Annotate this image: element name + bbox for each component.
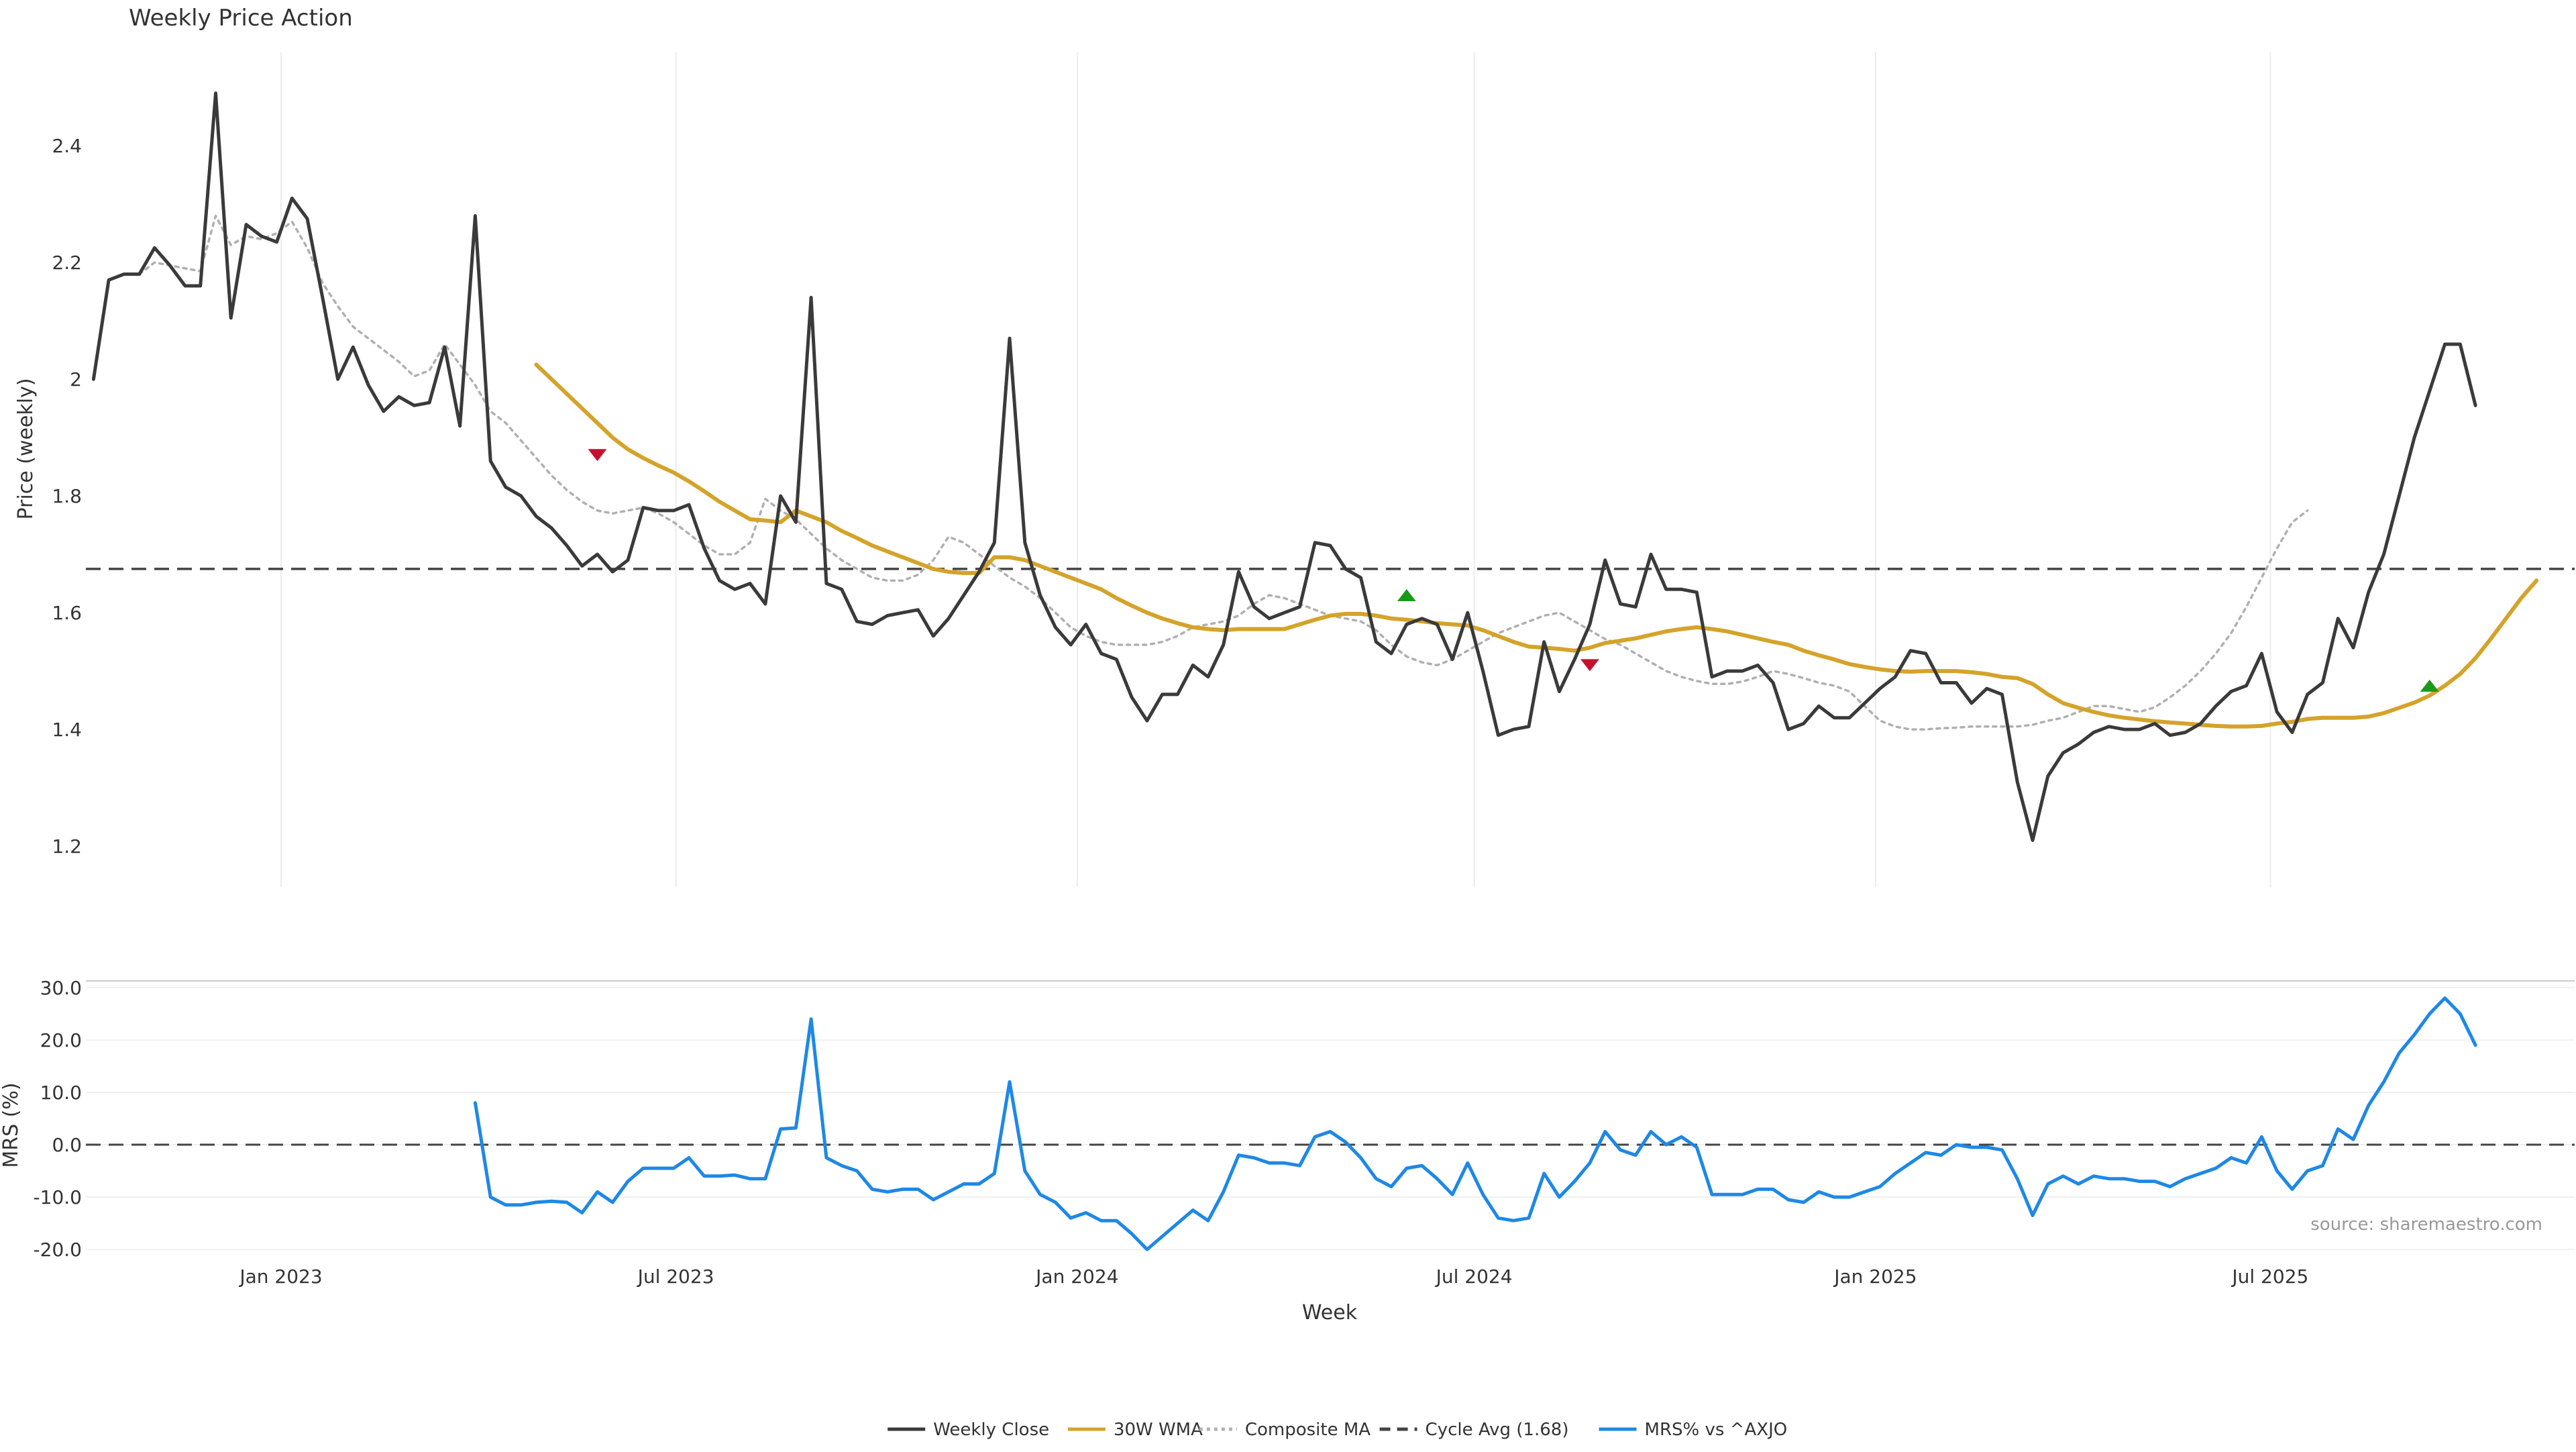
price-y-tick-label: 2.2	[52, 252, 82, 274]
x-tick-label: Jan 2023	[238, 1265, 322, 1288]
mrs-y-tick-label: -20.0	[34, 1239, 82, 1261]
x-tick-label: Jul 2025	[2231, 1265, 2308, 1288]
chart-title: Weekly Price Action	[129, 5, 353, 32]
legend: Weekly Close 30W WMA Composite MA Cycle Avg…	[888, 1420, 1787, 1440]
mrs-y-tick-label: 10.0	[40, 1082, 82, 1104]
price-y-tick-label: 1.8	[52, 485, 82, 507]
legend-label: Cycle Avg (1.68)	[1426, 1420, 1569, 1440]
legend-label: Composite MA	[1245, 1420, 1371, 1440]
composite-ma-line	[138, 214, 2309, 731]
legend-label: Weekly Close	[933, 1420, 1049, 1440]
x-tick-label: Jul 2023	[637, 1265, 714, 1288]
price-panel: 1.2 1.4 1.6 1.8 2 2.2 2.4	[52, 52, 2575, 887]
sell-signal-marker	[1580, 659, 1599, 672]
wma-30w-line	[534, 362, 2539, 729]
price-y-tick-label: 1.2	[52, 835, 82, 858]
x-tick-label: Jan 2025	[1833, 1265, 1917, 1288]
x-tick-label: Jul 2024	[1435, 1265, 1513, 1288]
weekly-close-line	[91, 91, 2477, 842]
mrs-y-tick-label: 20.0	[40, 1029, 82, 1051]
x-tick-label: Jan 2024	[1034, 1265, 1118, 1288]
price-y-tick-label: 1.4	[52, 719, 82, 741]
buy-signal-marker	[2420, 679, 2439, 692]
buy-signal-marker	[1397, 589, 1416, 602]
price-y-axis-label: Price (weekly)	[14, 378, 38, 519]
price-y-tick-label: 2.4	[52, 135, 82, 157]
mrs-y-tick-label: 30.0	[40, 977, 82, 999]
sell-signal-marker	[588, 449, 607, 462]
price-y-tick-label: 2	[70, 368, 82, 391]
mrs-y-axis-label: MRS (%)	[0, 1082, 23, 1168]
source-annotation: source: sharemaestro.com	[2310, 1214, 2542, 1235]
mrs-y-tick-label: -10.0	[34, 1186, 82, 1208]
x-axis-label: Week	[1302, 1301, 1358, 1325]
price-y-tick-label: 1.6	[52, 602, 82, 624]
mrs-y-tick-label: 0.0	[52, 1134, 82, 1156]
mrs-panel: -20.0 -10.0 0.0 10.0 20.0 30.0 Jan 2023 Jul 202…	[34, 977, 2575, 1288]
mrs-line	[473, 996, 2477, 1251]
legend-label: 30W WMA	[1114, 1420, 1203, 1440]
legend-label: MRS% vs ^AXJO	[1645, 1420, 1788, 1440]
